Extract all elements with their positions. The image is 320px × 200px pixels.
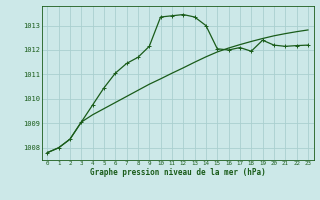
X-axis label: Graphe pression niveau de la mer (hPa): Graphe pression niveau de la mer (hPa) (90, 168, 266, 177)
